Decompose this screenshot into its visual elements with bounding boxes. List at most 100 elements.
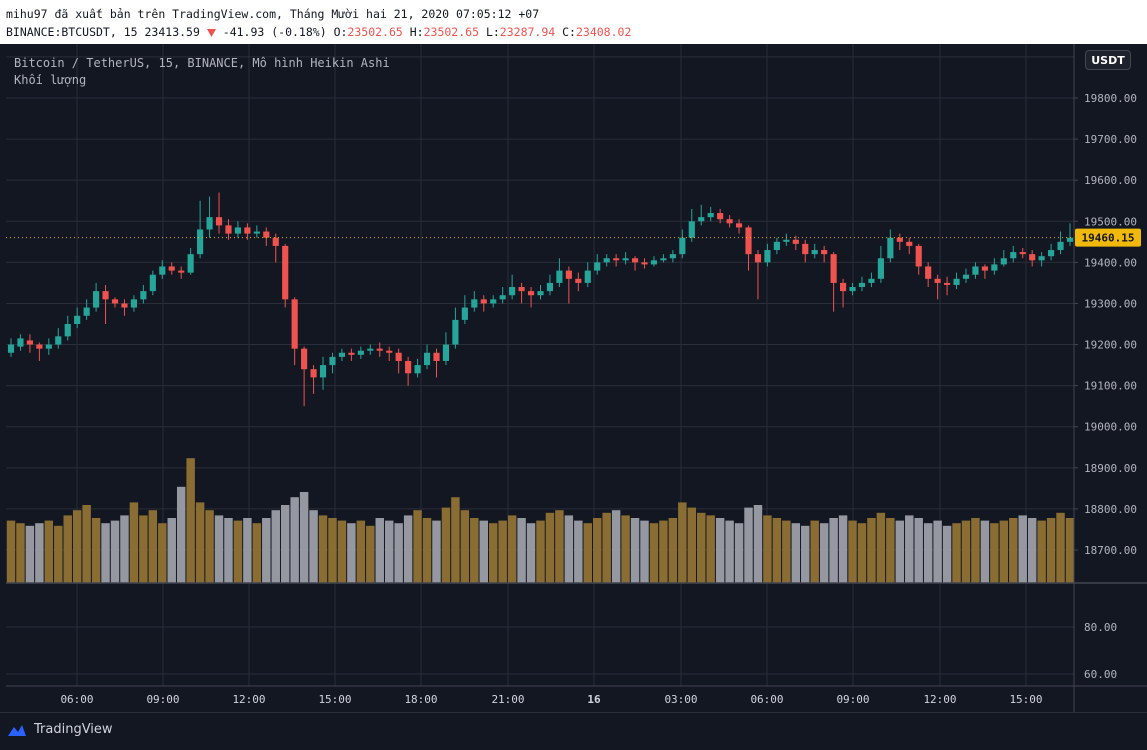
volume-bar [980, 520, 990, 583]
candle-body [698, 217, 705, 222]
volume-bar [6, 520, 16, 583]
header-bar: mihu97 đã xuất bản trên TradingView.com,… [0, 0, 1147, 44]
time-tick-label: 21:00 [491, 693, 524, 706]
volume-bar [205, 510, 214, 583]
volume-bar [668, 518, 678, 583]
candle-body [953, 278, 960, 285]
candle-body [130, 299, 137, 308]
candle-body [934, 278, 941, 283]
candle-body [499, 295, 506, 300]
open-value: 23502.65 [347, 25, 403, 39]
symbol-label: BINANCE:BTCUSDT, 15 [6, 25, 138, 39]
volume-bar [356, 520, 366, 583]
volume-bar [252, 523, 262, 583]
time-tick-label: 16 [587, 693, 601, 706]
tradingview-cloud-icon [8, 724, 26, 736]
candle-body [310, 369, 317, 378]
volume-bar [328, 518, 337, 583]
price-tick-label: 19600.00 [1084, 174, 1137, 187]
candle-body [546, 282, 554, 292]
volume-bar [678, 502, 687, 583]
volume-bar [734, 523, 744, 583]
candle-body [234, 227, 242, 234]
volume-bar [942, 525, 952, 583]
ohlc-line: BINANCE:BTCUSDT, 15 23413.59 -41.93 (-0.… [6, 25, 631, 39]
volume-bar [517, 518, 526, 583]
candle-body [26, 340, 33, 345]
volume-bar [224, 518, 233, 583]
volume-bar [961, 520, 971, 583]
candle-body [348, 352, 355, 355]
candle-body [688, 221, 695, 238]
volume-bar [763, 515, 772, 583]
candle-body [527, 291, 535, 296]
candle-body [93, 291, 100, 308]
volume-bar [649, 523, 659, 583]
candle-body [1057, 241, 1064, 251]
volume-bar [498, 520, 507, 583]
lower-pane-tick-label: 80.00 [1084, 621, 1117, 634]
volume-bar [384, 520, 394, 583]
volume-bar [413, 510, 422, 583]
volume-bar [848, 520, 857, 583]
candle-body [74, 315, 81, 324]
volume-bar [640, 520, 649, 583]
volume-bar [214, 515, 224, 583]
volume-bar [621, 515, 630, 583]
candle-body [594, 262, 601, 271]
candle-body [944, 282, 951, 285]
candle-body [405, 360, 412, 374]
candle-body [972, 266, 979, 275]
candle-body [868, 278, 875, 283]
volume-bar [82, 505, 91, 583]
candle-body [414, 365, 421, 374]
candle-body [641, 262, 648, 265]
volume-bar [895, 520, 905, 583]
candle-body [282, 245, 289, 300]
volume-bar [470, 518, 479, 583]
price-change: -41.93 (-0.18%) [222, 25, 327, 39]
candle-body [367, 348, 374, 351]
candle-body [773, 241, 780, 251]
candle-body [745, 227, 752, 255]
candle-body [679, 237, 686, 255]
high-value: 23502.65 [423, 25, 479, 39]
candle-body [452, 319, 459, 345]
candle-body [225, 225, 232, 234]
volume-bar [1037, 520, 1046, 583]
volume-title: Khối lượng [14, 73, 87, 87]
volume-bar [366, 525, 375, 583]
tradingview-logo[interactable]: TradingView [6, 722, 113, 737]
volume-bar [659, 520, 668, 583]
candle-body [821, 250, 828, 255]
candle-body [423, 352, 431, 366]
down-triangle-icon [206, 28, 216, 37]
candle-body [386, 350, 393, 353]
volume-bar [176, 486, 186, 583]
volume-bar [54, 525, 63, 583]
volume-bar [186, 458, 195, 583]
candle-body [83, 307, 90, 316]
candle-body [631, 258, 639, 263]
volume-bar [1056, 512, 1065, 583]
candle-body [329, 356, 336, 366]
currency-button[interactable]: USDT [1085, 50, 1131, 70]
volume-bars [6, 458, 1075, 583]
volume-bar [819, 523, 829, 583]
volume-bar [451, 497, 460, 583]
candle-body [754, 254, 762, 263]
volume-bar [536, 520, 545, 583]
candle-body [357, 350, 364, 355]
candle-body [925, 266, 932, 279]
candle-body [490, 299, 497, 304]
candle-body [197, 229, 204, 255]
volume-bar [63, 515, 72, 583]
volume-bar [583, 523, 593, 583]
volume-bar [337, 520, 347, 583]
candle-body [849, 287, 856, 292]
lower-pane-tick-label: 60.00 [1084, 668, 1117, 681]
volume-bar [403, 515, 413, 583]
candle-body [792, 239, 799, 244]
candle-body [783, 239, 790, 242]
